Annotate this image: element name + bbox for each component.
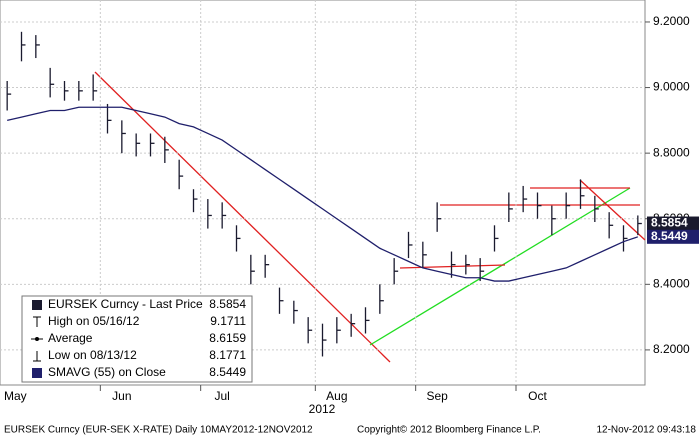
trendline <box>369 187 631 346</box>
x-tick-label: Sep <box>426 389 448 403</box>
legend-label: EURSEK Curncy - Last Price <box>48 297 203 311</box>
legend-label: High on 05/16/12 <box>48 314 140 328</box>
y-tick-label: 9.2000 <box>653 14 690 28</box>
x-axis-year: 2012 <box>309 402 336 416</box>
footer-center: Copyright© 2012 Bloomberg Finance L.P. <box>357 425 541 436</box>
footer-left: EURSEK Curncy (EUR-SEK X-RATE) Daily 10M… <box>4 425 313 436</box>
y-tick-label: 9.0000 <box>653 80 690 94</box>
legend-label: SMAVG (55) on Close <box>48 365 166 379</box>
price-tag <box>647 229 699 244</box>
legend-value: 8.6159 <box>209 331 246 345</box>
y-tick-label: 8.2000 <box>653 342 690 356</box>
x-tick-label: Aug <box>326 389 347 403</box>
legend-swatch <box>32 368 42 378</box>
legend-label: Low on 08/13/12 <box>48 348 137 362</box>
moving-average-line <box>7 106 639 282</box>
x-tick-label: Jul <box>214 389 229 403</box>
footer: EURSEK Curncy (EUR-SEK X-RATE) Daily 10M… <box>4 425 696 436</box>
legend-icon <box>35 337 39 341</box>
trendline <box>399 264 506 269</box>
legend-swatch <box>32 300 42 310</box>
x-tick-label: Jun <box>112 389 131 403</box>
price-tag-label: 8.5854 <box>651 216 688 230</box>
price-tag <box>647 216 699 231</box>
legend-value: 8.5449 <box>209 365 246 379</box>
legend: EURSEK Curncy - Last Price 8.5854 High on … <box>21 295 253 383</box>
legend-value: 9.1711 <box>210 314 246 328</box>
x-tick-label: May <box>4 389 27 403</box>
legend-label: Average <box>48 331 93 345</box>
x-tick-label: Oct <box>528 389 547 403</box>
trendline <box>94 71 391 363</box>
footer-right: 12-Nov-2012 09:43:18 <box>596 425 696 436</box>
price-tag-label: 8.5449 <box>651 229 688 243</box>
y-tick-label: 8.8000 <box>653 145 690 159</box>
legend-value: 8.1771 <box>209 348 246 362</box>
legend-box <box>21 295 253 383</box>
trendline <box>579 179 646 241</box>
legend-value: 8.5854 <box>209 297 246 311</box>
y-tick-label: 8.4000 <box>653 276 690 290</box>
